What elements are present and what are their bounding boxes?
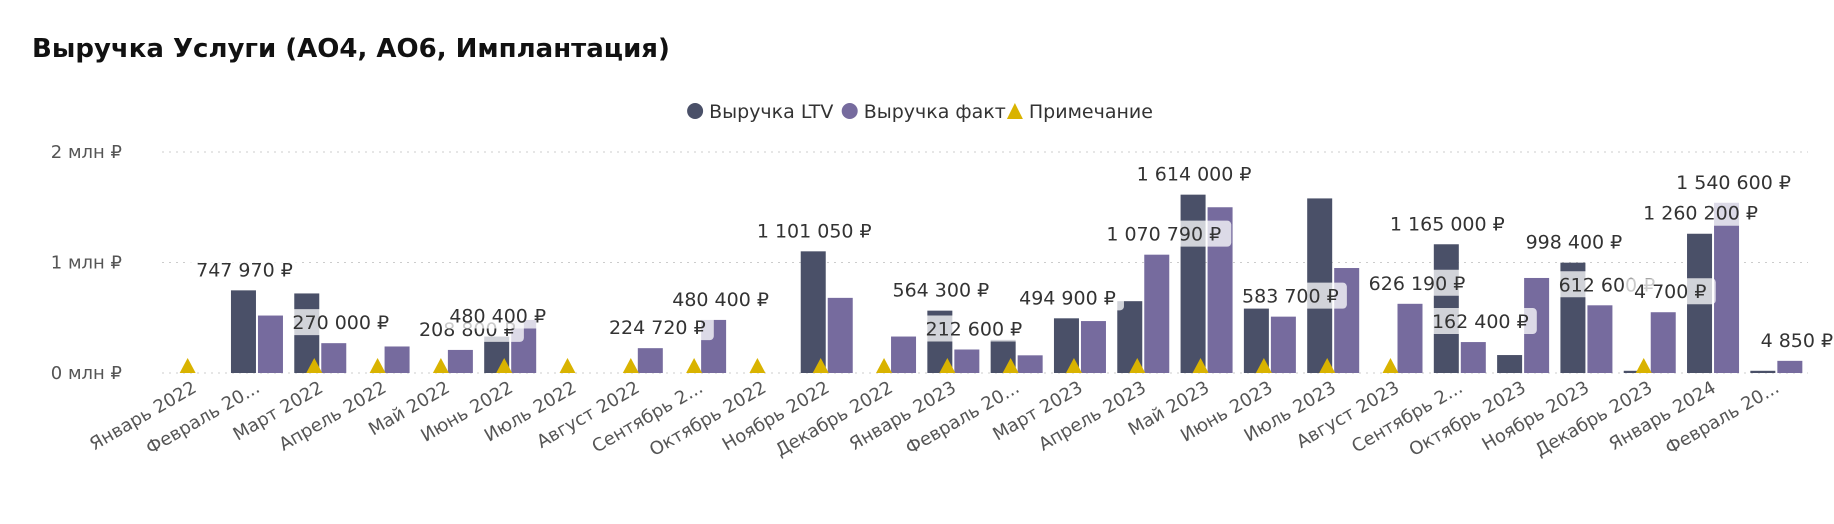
data-label-bg (1010, 284, 1124, 311)
data-label-bg (1624, 278, 1716, 305)
bar-fact (257, 315, 283, 373)
note-marker (1002, 358, 1019, 373)
note-marker (496, 358, 513, 373)
note-marker (559, 358, 576, 373)
bar-fact (891, 336, 917, 373)
bar-fact (384, 346, 410, 373)
y-tick-label: 1 млн ₽ (51, 253, 122, 274)
data-label-bg (1633, 199, 1769, 226)
legend-label: Примечание (1029, 101, 1153, 123)
note-marker (1192, 358, 1209, 373)
note-marker (622, 358, 639, 373)
chart-title: Выручка Услуги (АО4, АО6, Имплантация) (32, 34, 670, 64)
legend-marker-circle (841, 103, 858, 119)
data-label-bg (284, 309, 398, 336)
data-label: 162 400 ₽ (1432, 311, 1529, 333)
data-label: 1 540 600 ₽ (1676, 172, 1791, 194)
data-label: 583 700 ₽ (1242, 286, 1339, 308)
data-label-bg (600, 314, 714, 341)
data-label-bg (441, 302, 555, 329)
note-marker (939, 358, 956, 373)
note-marker (1255, 358, 1272, 373)
bar-ltv (1623, 370, 1649, 373)
data-label: 494 900 ₽ (1019, 287, 1116, 309)
legend-marker-triangle (1006, 103, 1023, 119)
bar-fact (1017, 355, 1043, 373)
y-tick-label: 0 млн ₽ (51, 363, 122, 384)
data-label: 270 000 ₽ (292, 312, 389, 334)
data-label: 224 720 ₽ (609, 317, 706, 339)
data-label: 480 400 ₽ (449, 306, 546, 328)
note-marker (812, 358, 829, 373)
bar-ltv (800, 251, 826, 373)
bar-fact (1777, 360, 1803, 373)
legend-label: Выручка факт (864, 101, 1006, 123)
data-label-bg (1751, 326, 1834, 353)
bar-fact (954, 349, 980, 373)
legend-marker-circle (687, 103, 704, 119)
note-marker (1065, 358, 1082, 373)
bar-fact (827, 297, 853, 373)
bar-fact (637, 348, 663, 373)
data-label: 480 400 ₽ (672, 289, 769, 311)
note-marker (1129, 358, 1146, 373)
data-label-bg (1379, 210, 1515, 237)
bar-fact (1650, 312, 1676, 373)
data-label-bg (664, 285, 778, 312)
bar-ltv (1750, 370, 1776, 373)
bar-fact (1714, 202, 1740, 373)
bar-fact (447, 349, 473, 373)
note-marker (369, 358, 386, 373)
note-marker (686, 358, 703, 373)
bar-ltv (230, 290, 256, 373)
note-marker (1635, 358, 1652, 373)
data-label: 1 165 000 ₽ (1390, 213, 1505, 235)
bar-fact (1397, 303, 1423, 373)
data-label: 1 614 000 ₽ (1137, 164, 1252, 186)
data-label: 1 260 200 ₽ (1643, 203, 1758, 225)
data-label: 998 400 ₽ (1526, 232, 1623, 254)
data-label: 626 190 ₽ (1369, 273, 1466, 295)
data-label-bg (884, 276, 998, 303)
data-label: 4 850 ₽ (1761, 330, 1834, 352)
data-label: 1 101 050 ₽ (757, 220, 872, 242)
bar-fact (1270, 316, 1296, 373)
bar-fact (321, 343, 347, 373)
note-marker (179, 358, 196, 373)
note-marker (1382, 358, 1399, 373)
bar-fact (1460, 342, 1486, 373)
note-marker (749, 358, 766, 373)
data-label-bg (187, 256, 301, 283)
bar-fact (1587, 305, 1613, 373)
data-label-bg (1126, 160, 1262, 187)
bar-fact (1144, 254, 1170, 373)
note-marker (432, 358, 449, 373)
note-marker (1319, 358, 1336, 373)
data-label-bg (1096, 220, 1232, 247)
x-tick-label: Апрель 2022 (275, 377, 390, 455)
data-label-bg (1517, 228, 1631, 255)
data-label-bg (746, 217, 882, 244)
data-label: 564 300 ₽ (892, 280, 989, 302)
data-label-bg (1666, 168, 1802, 195)
note-marker (876, 358, 893, 373)
data-label: 212 600 ₽ (925, 319, 1022, 341)
note-marker (306, 358, 323, 373)
legend-label: Выручка LTV (709, 101, 833, 123)
data-label: 747 970 ₽ (196, 259, 293, 281)
bar-ltv (1497, 355, 1523, 373)
y-tick-label: 2 млн ₽ (51, 142, 122, 163)
data-label: 1 070 790 ₽ (1106, 224, 1221, 246)
bar-fact (1080, 321, 1106, 373)
data-label-bg (1423, 308, 1537, 335)
data-label-bg (1360, 269, 1474, 296)
data-label-bg (917, 315, 1031, 342)
data-label: 4 700 ₽ (1634, 281, 1707, 303)
x-tick-label: Апрель 2023 (1035, 377, 1150, 455)
data-label-bg (1233, 282, 1347, 309)
